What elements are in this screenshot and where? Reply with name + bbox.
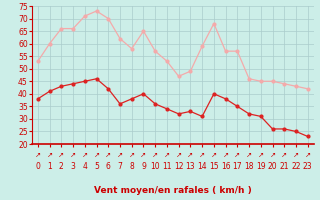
Text: 4: 4 <box>82 162 87 171</box>
Text: ↗: ↗ <box>281 152 287 158</box>
Text: ↗: ↗ <box>305 152 311 158</box>
Text: 23: 23 <box>303 162 313 171</box>
Text: ↗: ↗ <box>58 152 64 158</box>
Text: ↗: ↗ <box>140 152 147 158</box>
Text: ↗: ↗ <box>152 152 158 158</box>
Text: 15: 15 <box>209 162 219 171</box>
Text: ↗: ↗ <box>258 152 264 158</box>
Text: 11: 11 <box>162 162 172 171</box>
Text: 17: 17 <box>233 162 242 171</box>
Text: ↗: ↗ <box>70 152 76 158</box>
Text: 8: 8 <box>129 162 134 171</box>
Text: ↗: ↗ <box>129 152 135 158</box>
Text: ↗: ↗ <box>187 152 194 158</box>
Text: 21: 21 <box>279 162 289 171</box>
Text: 19: 19 <box>256 162 266 171</box>
Text: ↗: ↗ <box>222 152 229 158</box>
Text: 22: 22 <box>291 162 301 171</box>
Text: ↗: ↗ <box>269 152 276 158</box>
Text: 2: 2 <box>59 162 64 171</box>
Text: ↗: ↗ <box>234 152 240 158</box>
Text: ↗: ↗ <box>46 152 53 158</box>
Text: 20: 20 <box>268 162 277 171</box>
Text: ↗: ↗ <box>105 152 111 158</box>
X-axis label: Vent moyen/en rafales ( km/h ): Vent moyen/en rafales ( km/h ) <box>94 186 252 195</box>
Text: 13: 13 <box>186 162 195 171</box>
Text: ↗: ↗ <box>246 152 252 158</box>
Text: 6: 6 <box>106 162 111 171</box>
Text: 12: 12 <box>174 162 183 171</box>
Text: ↗: ↗ <box>35 152 41 158</box>
Text: 9: 9 <box>141 162 146 171</box>
Text: 0: 0 <box>36 162 40 171</box>
Text: ↗: ↗ <box>164 152 170 158</box>
Text: 16: 16 <box>221 162 230 171</box>
Text: 5: 5 <box>94 162 99 171</box>
Text: ↗: ↗ <box>211 152 217 158</box>
Text: ↗: ↗ <box>176 152 182 158</box>
Text: ↗: ↗ <box>293 152 299 158</box>
Text: 18: 18 <box>244 162 254 171</box>
Text: 14: 14 <box>197 162 207 171</box>
Text: ↗: ↗ <box>117 152 123 158</box>
Text: 7: 7 <box>117 162 123 171</box>
Text: 3: 3 <box>71 162 76 171</box>
Text: ↗: ↗ <box>93 152 100 158</box>
Text: 1: 1 <box>47 162 52 171</box>
Text: ↗: ↗ <box>82 152 88 158</box>
Text: ↗: ↗ <box>199 152 205 158</box>
Text: 10: 10 <box>150 162 160 171</box>
